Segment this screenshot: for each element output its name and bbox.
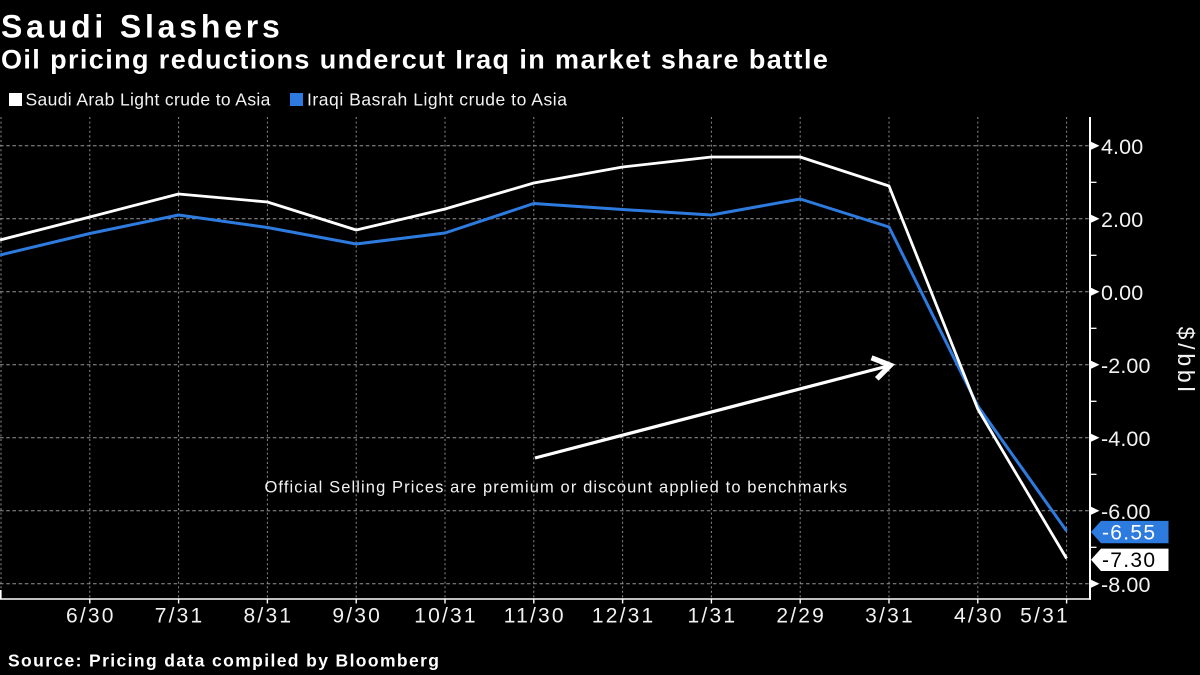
svg-text:Source: Pricing data compiled: Source: Pricing data compiled by Bloombe… (8, 651, 440, 671)
svg-text:-6.55: -6.55 (1102, 522, 1156, 545)
svg-text:Iraqi Basrah Light crude to As: Iraqi Basrah Light crude to Asia (307, 90, 567, 110)
svg-text:Oil pricing reductions undercu: Oil pricing reductions undercut Iraq in … (1, 44, 829, 74)
svg-text:9/30: 9/30 (332, 604, 382, 627)
svg-text:$/bbl: $/bbl (1173, 327, 1199, 396)
svg-text:4.00: 4.00 (1101, 135, 1143, 159)
svg-text:10/31: 10/31 (414, 604, 478, 627)
svg-text:Saudi Arab Light crude to Asia: Saudi Arab Light crude to Asia (26, 90, 271, 110)
svg-text:6/30: 6/30 (66, 604, 116, 627)
svg-text:-4.00: -4.00 (1101, 427, 1151, 451)
svg-text:0.00: 0.00 (1101, 281, 1143, 305)
svg-text:-7.30: -7.30 (1102, 549, 1156, 572)
svg-text:4/30: 4/30 (954, 604, 1004, 627)
svg-text:Official Selling Prices are pr: Official Selling Prices are premium or d… (265, 478, 849, 496)
svg-text:-8.00: -8.00 (1101, 573, 1151, 597)
svg-text:3/31: 3/31 (865, 604, 915, 627)
svg-text:Saudi Slashers: Saudi Slashers (1, 9, 284, 45)
svg-text:-2.00: -2.00 (1101, 354, 1151, 378)
svg-text:11/30: 11/30 (504, 604, 566, 627)
svg-text:5/31: 5/31 (1020, 604, 1070, 627)
svg-text:8/31: 8/31 (244, 604, 294, 627)
svg-text:-6.00: -6.00 (1101, 500, 1151, 524)
svg-text:1/31: 1/31 (688, 604, 738, 627)
svg-text:7/31: 7/31 (155, 604, 205, 627)
svg-text:2.00: 2.00 (1101, 208, 1143, 232)
svg-text:12/31: 12/31 (592, 604, 656, 627)
svg-text:2/29: 2/29 (776, 604, 826, 627)
